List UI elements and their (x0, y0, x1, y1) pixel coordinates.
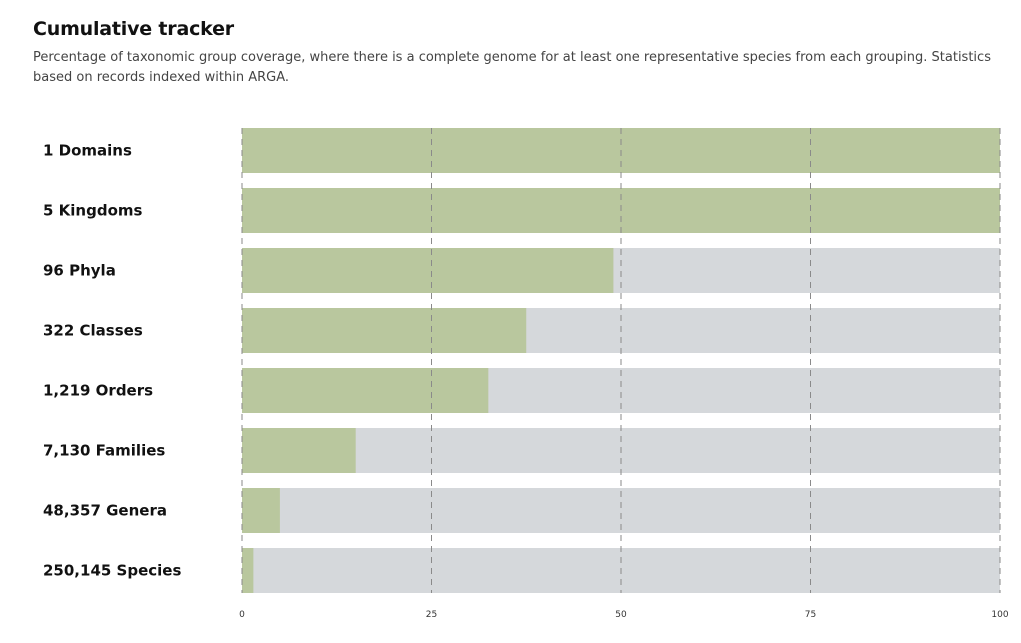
chart-subtitle: Percentage of taxonomic group coverage, … (33, 50, 991, 85)
x-tick-label: 0 (239, 610, 245, 620)
row-label: 96 Phyla (43, 262, 116, 280)
chart-title: Cumulative tracker (33, 18, 234, 40)
row-label: 1 Domains (43, 142, 132, 160)
bar-covered (242, 368, 489, 413)
x-tick-label: 50 (615, 610, 627, 620)
row-label: 7,130 Families (43, 442, 165, 460)
bar-covered (242, 428, 356, 473)
chart-header: Cumulative tracker Percentage of taxonom… (33, 18, 993, 88)
gridlines-group (241, 128, 1001, 593)
row-label: 5 Kingdoms (43, 202, 143, 220)
bar-covered (242, 248, 614, 293)
x-tick-label: 25 (426, 610, 437, 620)
row-label: 250,145 Species (43, 562, 181, 580)
x-tick-label: 100 (991, 610, 1008, 620)
bar-covered (242, 308, 527, 353)
row-label: 1,219 Orders (43, 382, 153, 400)
bar-covered (242, 548, 254, 593)
row-label: 322 Classes (43, 322, 143, 340)
row-label: 48,357 Genera (43, 502, 167, 520)
x-tick-label: 75 (805, 610, 816, 620)
row-labels-group: 1 Domains 5 Kingdoms 96 Phyla 322 Classes 1,… (43, 142, 181, 580)
x-tick-labels-group: 0 25 50 75 100 (239, 610, 1009, 620)
bar-covered (242, 488, 280, 533)
